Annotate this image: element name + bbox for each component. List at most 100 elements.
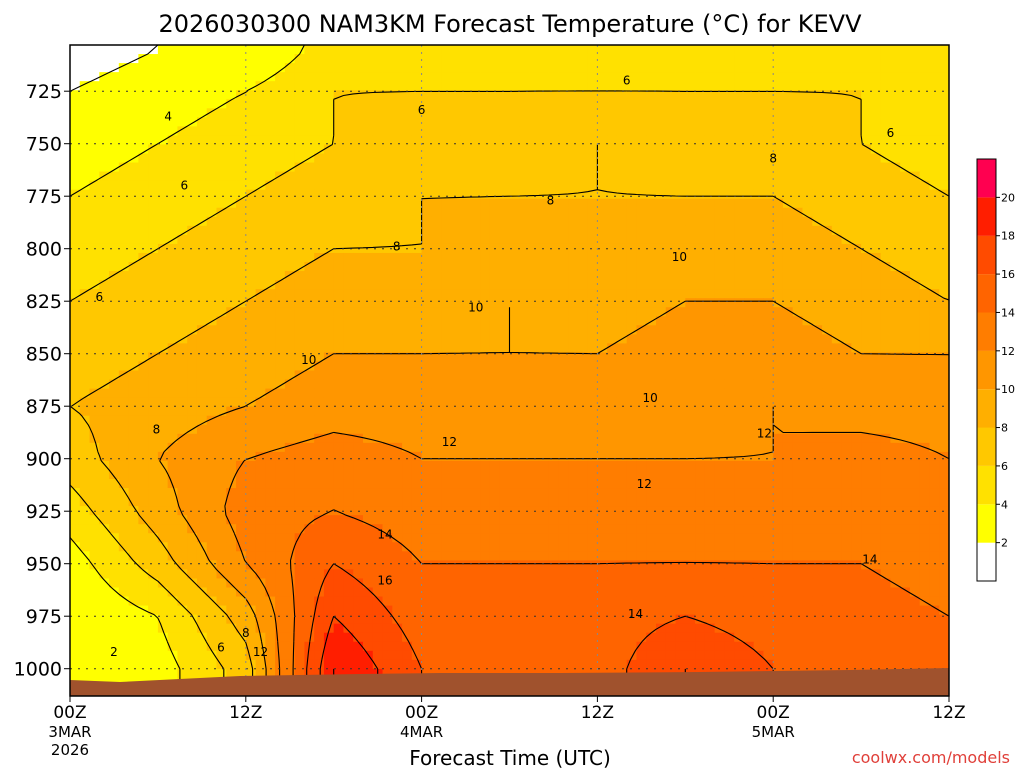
heatmap-cell [99,361,110,372]
heatmap-cell [236,63,247,73]
heatmap-cell [616,469,628,480]
heatmap-cell [773,379,784,390]
heatmap-cell [167,388,179,399]
heatmap-cell [421,54,432,64]
heatmap-cell [870,352,882,363]
heatmap-cell [128,307,139,317]
heatmap-cell [265,298,276,308]
heatmap-cell [382,515,393,525]
heatmap-cell [265,515,276,525]
heatmap-cell [861,307,872,317]
heatmap-cell [89,334,100,344]
heatmap-cell [538,479,550,489]
heatmap-cell [743,54,755,64]
heatmap-cell [792,334,804,344]
heatmap-cell [392,479,403,489]
heatmap-cell [89,225,100,236]
heatmap-cell [890,524,901,534]
heatmap-cell [538,271,550,281]
heatmap-cell [822,262,833,272]
heatmap-cell [685,343,696,354]
heatmap-cell [646,433,657,444]
heatmap-cell [187,135,198,146]
heatmap-cell [753,533,765,543]
heatmap-cell [99,460,110,471]
heatmap-cell [870,162,882,173]
heatmap-cell [870,153,882,164]
heatmap-cell [577,189,589,200]
heatmap-cell [607,252,618,263]
heatmap-cell [499,415,511,426]
heatmap-cell [363,343,374,354]
heatmap-cell [665,334,677,344]
heatmap-cell [665,252,677,263]
heatmap-cell [441,45,452,55]
heatmap-cell [607,469,618,480]
heatmap-cell [167,433,179,444]
heatmap-cell [402,280,413,290]
heatmap-cell [245,469,257,480]
heatmap-cell [704,72,716,82]
heatmap-cell [714,72,725,82]
heatmap-cell [450,506,462,516]
heatmap-cell [665,343,677,354]
heatmap-cell [148,126,159,137]
heatmap-cell [187,45,198,55]
heatmap-cell [773,180,784,191]
heatmap-cell [900,442,911,453]
heatmap-cell [792,117,804,127]
heatmap-cell [157,442,169,453]
heatmap-cell [118,207,130,218]
heatmap-cell [607,135,618,146]
heatmap-cell [714,397,725,408]
heatmap-cell [109,126,120,137]
heatmap-cell [333,451,345,462]
heatmap-cell [665,72,677,82]
heatmap-cell [450,207,462,218]
heatmap-cell [148,479,159,489]
heatmap-cell [861,72,872,82]
heatmap-cell [773,370,784,381]
heatmap-cell [704,397,716,408]
heatmap-cell [460,316,472,326]
heatmap-cell [929,90,940,100]
heatmap-cell [333,442,345,453]
heatmap-cell [870,289,882,299]
heatmap-cell [89,99,100,109]
heatmap-cell [431,506,442,516]
heatmap-cell [265,81,276,91]
heatmap-cell [470,316,481,326]
heatmap-cell [138,352,149,363]
heatmap-cell [831,352,843,363]
heatmap-cell [870,126,882,137]
heatmap-cell [138,379,149,390]
heatmap-cell [402,352,413,363]
heatmap-cell [714,216,725,227]
heatmap-cell [226,45,237,55]
heatmap-cell [402,108,413,118]
heatmap-cell [529,45,540,55]
heatmap-cell [587,325,598,335]
heatmap-cell [831,479,843,489]
heatmap-cell [236,171,247,182]
heatmap-cell [519,144,530,155]
heatmap-cell [597,280,608,290]
heatmap-cell [363,307,374,317]
heatmap-cell [343,81,354,91]
heatmap-cell [70,262,81,272]
heatmap-cell [626,415,638,426]
heatmap-cell [656,451,667,462]
heatmap-cell [646,469,657,480]
heatmap-cell [304,171,315,182]
heatmap-cell [831,424,843,435]
heatmap-cell [138,488,149,498]
heatmap-cell [480,343,491,354]
heatmap-cell [929,189,940,200]
heatmap-cell [304,135,315,146]
heatmap-cell [870,243,882,254]
heatmap-cell [909,153,921,164]
heatmap-cell [870,198,882,209]
heatmap-cell [421,479,432,489]
heatmap-cell [685,433,696,444]
heatmap-cell [206,63,218,73]
